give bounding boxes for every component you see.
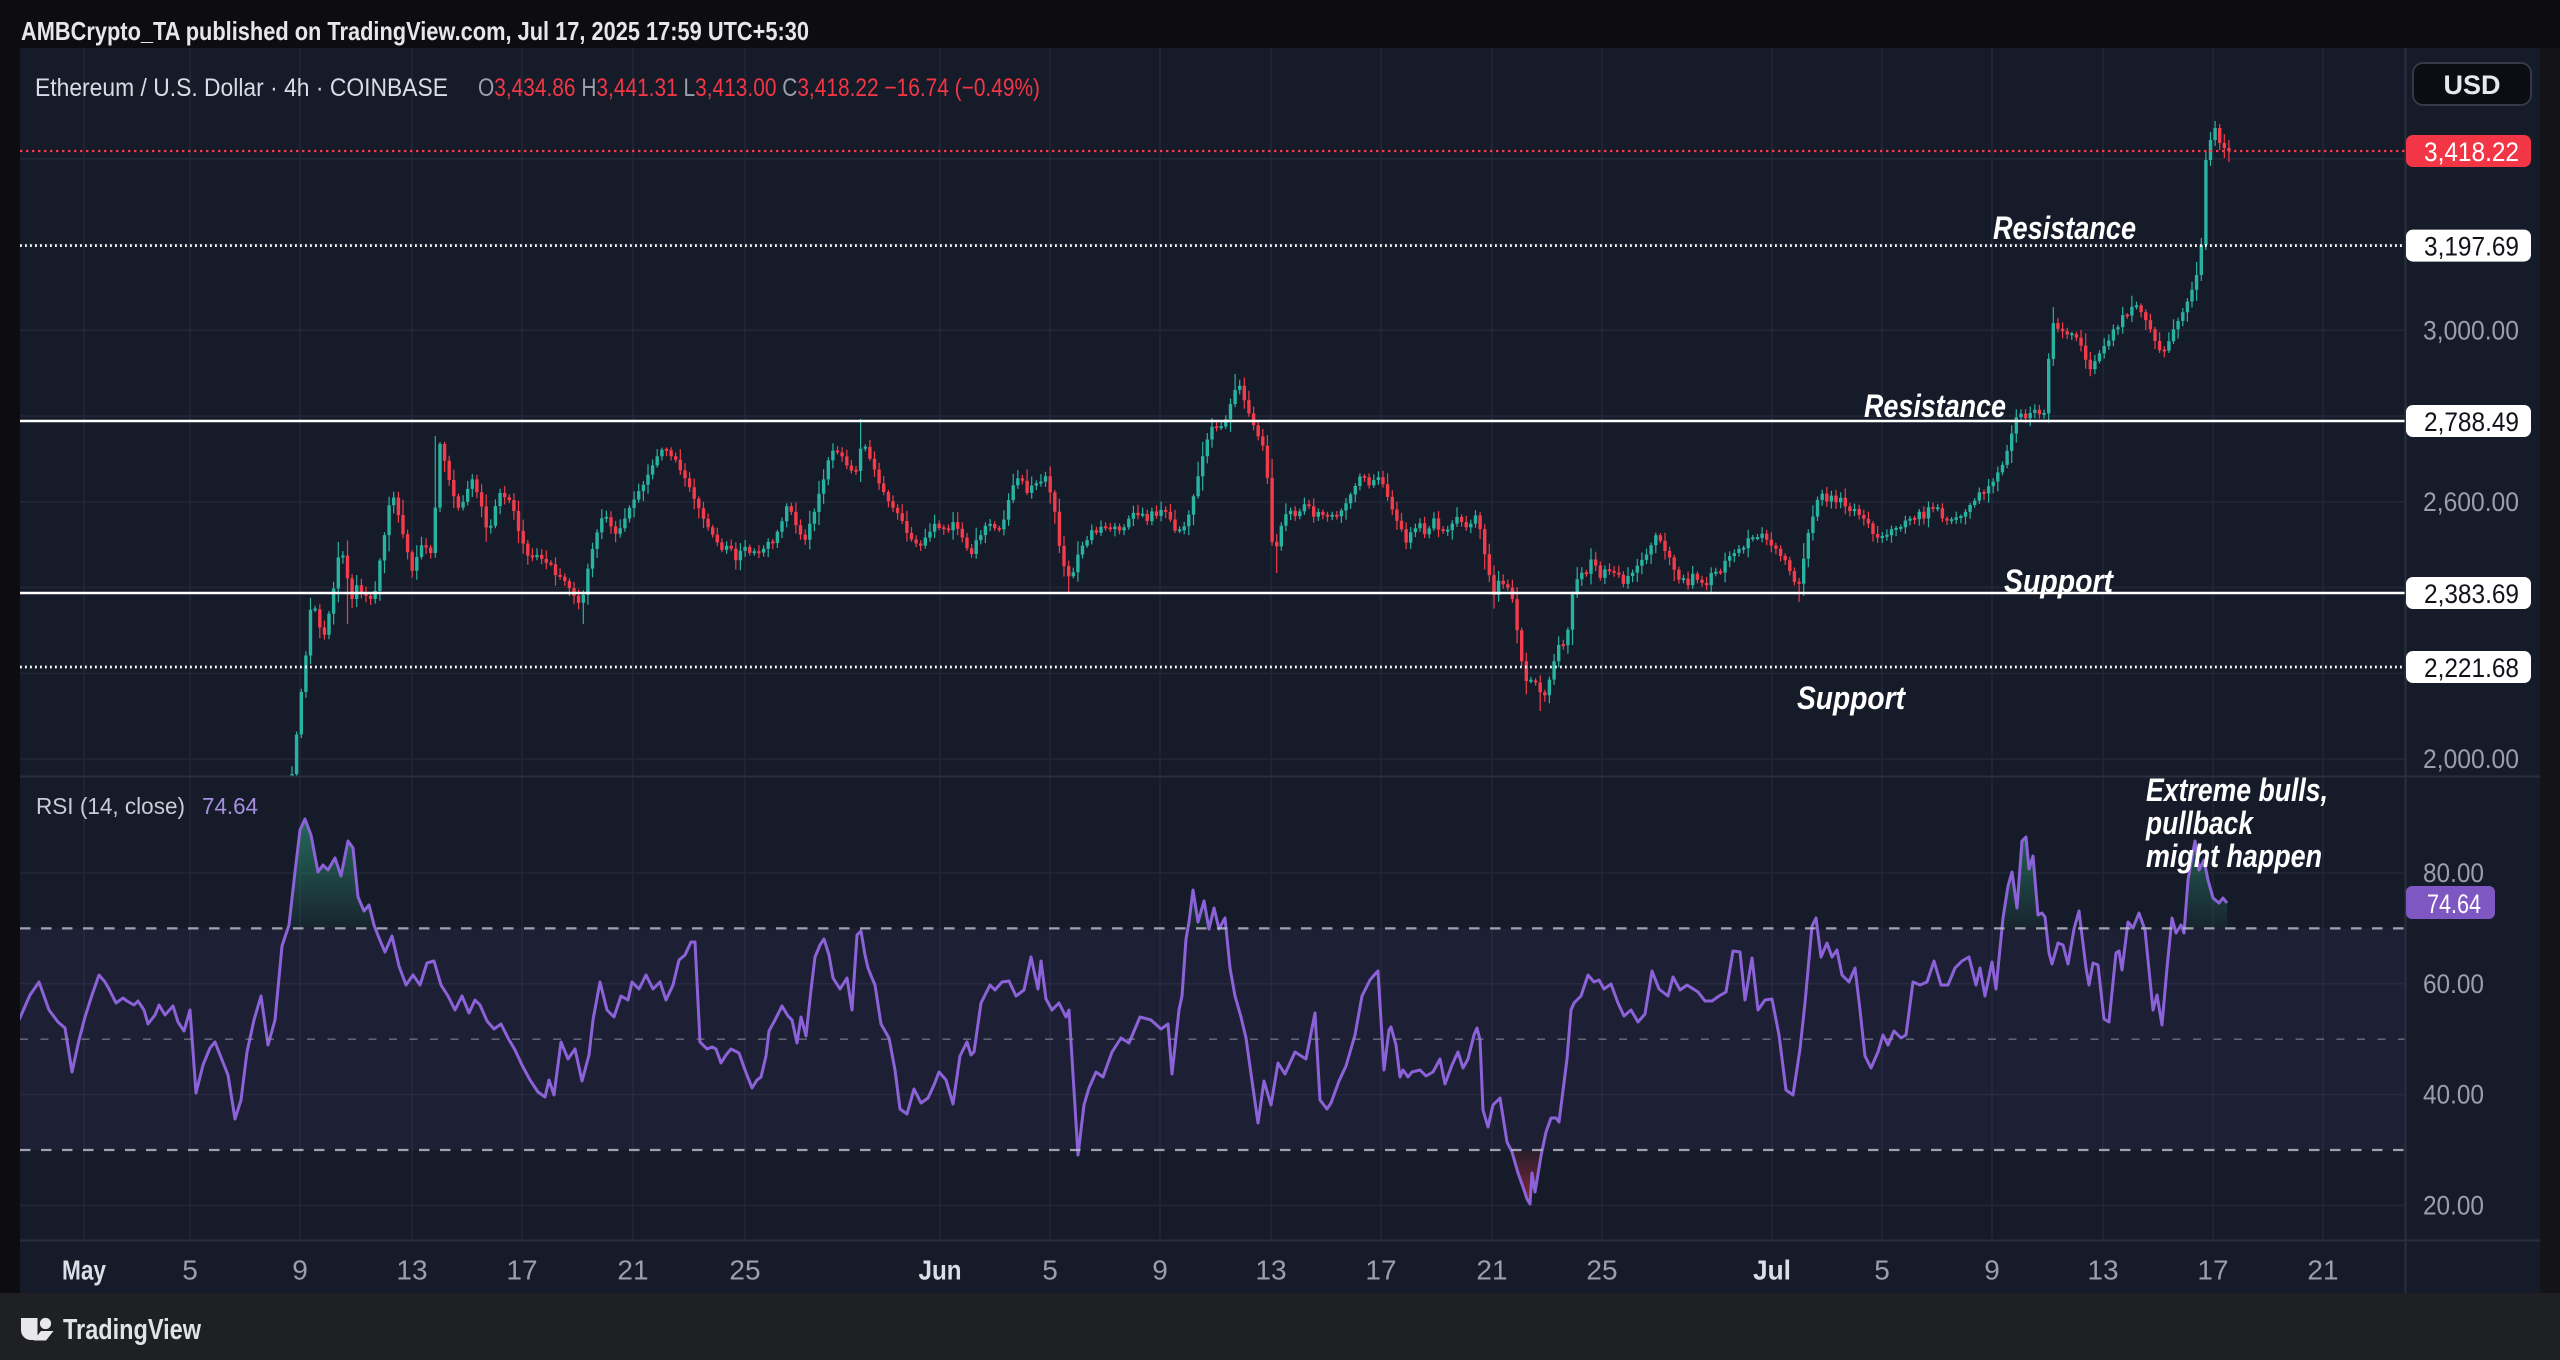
svg-text:3,418.22: 3,418.22 — [2424, 137, 2519, 167]
svg-text:5: 5 — [182, 1255, 198, 1286]
svg-text:9: 9 — [292, 1255, 308, 1286]
svg-text:5: 5 — [1042, 1255, 1058, 1286]
svg-text:25: 25 — [729, 1255, 760, 1286]
svg-text:2,221.68: 2,221.68 — [2424, 653, 2519, 683]
svg-text:pullback: pullback — [2145, 805, 2255, 841]
svg-text:74.64: 74.64 — [202, 793, 258, 819]
svg-text:might happen: might happen — [2146, 838, 2322, 874]
svg-text:Jul: Jul — [1753, 1255, 1791, 1286]
svg-text:80.00: 80.00 — [2423, 858, 2484, 888]
svg-text:13: 13 — [1255, 1255, 1286, 1286]
svg-text:RSI (14, close): RSI (14, close) — [36, 793, 185, 819]
svg-text:Jun: Jun — [919, 1255, 962, 1286]
svg-text:17: 17 — [1365, 1255, 1396, 1286]
svg-text:21: 21 — [1476, 1255, 1507, 1286]
svg-text:O3,434.86 H3,441.31 L3,413.00: O3,434.86 H3,441.31 L3,413.00 C3,418.22 … — [478, 74, 1040, 102]
svg-text:9: 9 — [1152, 1255, 1168, 1286]
svg-text:Ethereum / U.S. Dollar · 4h ·: Ethereum / U.S. Dollar · 4h · COINBASE — [35, 74, 448, 102]
svg-text:25: 25 — [1586, 1255, 1617, 1286]
svg-text:13: 13 — [396, 1255, 427, 1286]
svg-text:60.00: 60.00 — [2423, 969, 2484, 999]
svg-text:Resistance: Resistance — [1864, 388, 2006, 424]
svg-text:2,383.69: 2,383.69 — [2424, 579, 2519, 609]
svg-text:Extreme bulls,: Extreme bulls, — [2146, 772, 2328, 808]
svg-text:3,197.69: 3,197.69 — [2424, 232, 2519, 262]
svg-text:5: 5 — [1874, 1255, 1890, 1286]
svg-text:TradingView: TradingView — [63, 1314, 201, 1346]
svg-text:2,000.00: 2,000.00 — [2423, 744, 2519, 774]
svg-text:40.00: 40.00 — [2423, 1080, 2484, 1110]
svg-text:17: 17 — [2197, 1255, 2228, 1286]
svg-text:Support: Support — [1797, 680, 1906, 716]
svg-text:17: 17 — [506, 1255, 537, 1286]
svg-text:Resistance: Resistance — [1993, 210, 2136, 246]
svg-text:AMBCrypto_TA published on Trad: AMBCrypto_TA published on TradingView.co… — [21, 16, 809, 46]
svg-text:21: 21 — [2307, 1255, 2338, 1286]
svg-text:9: 9 — [1984, 1255, 2000, 1286]
svg-text:USD: USD — [2443, 70, 2500, 100]
svg-text:21: 21 — [617, 1255, 648, 1286]
svg-text:May: May — [62, 1255, 106, 1286]
svg-text:3,000.00: 3,000.00 — [2423, 315, 2519, 345]
svg-text:13: 13 — [2087, 1255, 2118, 1286]
svg-text:2,600.00: 2,600.00 — [2423, 487, 2519, 517]
svg-text:Support: Support — [2004, 563, 2114, 599]
svg-text:20.00: 20.00 — [2423, 1190, 2484, 1220]
svg-text:2,788.49: 2,788.49 — [2424, 407, 2519, 437]
svg-text:74.64: 74.64 — [2427, 889, 2481, 919]
